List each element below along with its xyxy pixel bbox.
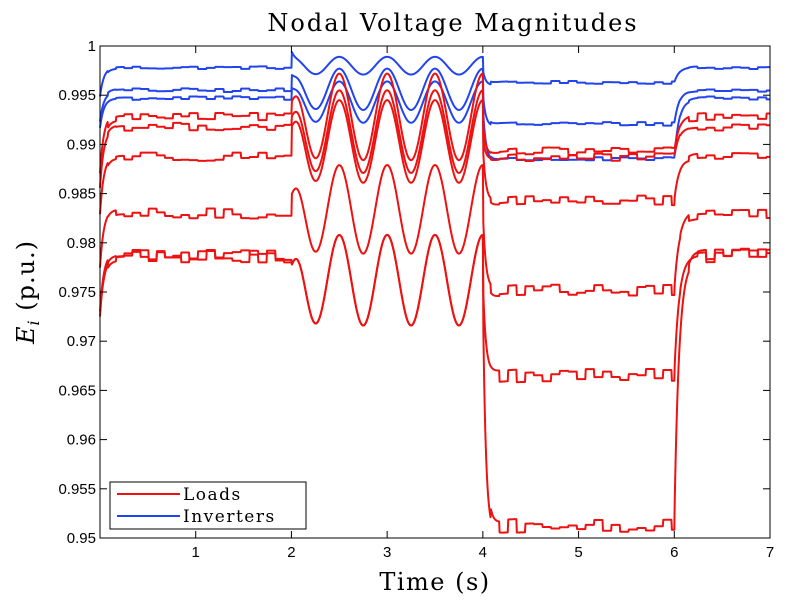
legend-box [109, 481, 307, 530]
series-line-load-6 [99, 233, 771, 534]
series-line-inverter-2 [99, 67, 771, 127]
x-tick-label: 4 [479, 544, 487, 561]
x-tick-label: 5 [574, 544, 582, 561]
y-tick-label: 0.955 [58, 481, 96, 498]
x-tick-label: 7 [766, 544, 774, 561]
y-axis-ticks: 0.95 0.955 0.96 0.965 0.97 0.975 0.98 0.985 0.99… [58, 38, 770, 547]
legend-label-loads: Loads [183, 485, 242, 505]
y-tick-label: 0.985 [58, 186, 96, 203]
x-tick-label: 1 [192, 544, 200, 561]
y-tick-label: 0.96 [67, 432, 96, 449]
x-axis-ticks: 1 2 3 4 5 6 7 [192, 46, 774, 561]
y-tick-label: 0.97 [67, 333, 96, 350]
x-axis-label: Time (s) [379, 568, 490, 596]
series-line-load-1 [99, 72, 771, 174]
x-tick-label: 3 [383, 544, 391, 561]
chart-title: Nodal Voltage Magnitudes [267, 9, 638, 37]
x-tick-label: 2 [287, 544, 295, 561]
series-line-load-3 [99, 99, 771, 215]
series-line-load-4 [99, 164, 771, 298]
y-axis-label-symbol: E [12, 326, 40, 346]
y-tick-label: 1 [88, 38, 96, 55]
series-line-inverter-3 [99, 80, 771, 162]
plot-area [99, 45, 771, 539]
series-line-load-5 [99, 233, 771, 384]
series-line-load-2 [99, 89, 771, 188]
y-axis-label-unit: (p.u.) [12, 240, 40, 319]
x-tick-label: 6 [670, 544, 678, 561]
series-layer [99, 51, 771, 534]
y-tick-label: 0.965 [58, 382, 96, 399]
y-tick-label: 0.995 [58, 87, 96, 104]
y-axis-label: Ei (p.u.) [12, 240, 43, 345]
legend-label-inverters: Inverters [183, 507, 276, 527]
y-axis-label-subscript: i [24, 319, 43, 325]
y-tick-label: 0.975 [58, 284, 96, 301]
y-tick-label: 0.99 [67, 136, 96, 153]
legend: Loads Inverters [109, 481, 307, 530]
y-tick-label: 0.95 [67, 530, 96, 547]
series-line-inverter-1 [99, 51, 771, 97]
y-tick-label: 0.98 [67, 235, 96, 252]
